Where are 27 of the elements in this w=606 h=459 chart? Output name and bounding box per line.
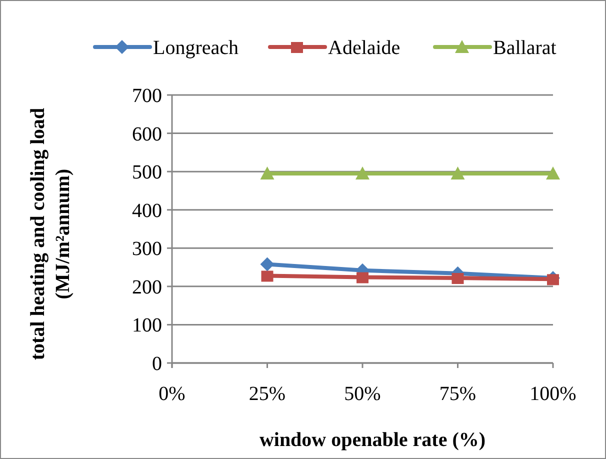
y-tick-label: 600: [132, 123, 162, 146]
y-tick-label: 500: [132, 162, 162, 184]
y-tick-label: 700: [132, 85, 162, 107]
y-tick-label: 400: [132, 200, 162, 222]
point: [546, 166, 560, 180]
y-tick-label: 200: [132, 276, 162, 298]
x-tick-label: 25%: [248, 383, 286, 405]
point: [260, 257, 274, 272]
point: [547, 274, 559, 286]
point: [450, 166, 465, 180]
x-tick-label: 50%: [344, 383, 381, 405]
legend-label: Longreach: [153, 37, 239, 59]
y-tick-label: 100: [132, 314, 162, 337]
legend-label: Adelaide: [328, 37, 400, 59]
point: [356, 166, 370, 180]
legend-label: Ballarat: [493, 37, 557, 59]
y-tick-label: 0: [152, 353, 162, 375]
x-axis-title: window openable rate (%): [259, 429, 486, 451]
point: [261, 270, 274, 282]
point: [452, 273, 464, 284]
x-tick-label: 75%: [439, 383, 476, 405]
point: [260, 166, 274, 180]
x-tick-label: 100%: [530, 383, 576, 405]
y-tick-label: 300: [132, 238, 162, 260]
y-axis-title: total heating and cooling load (MJ/m²annum): [27, 108, 74, 360]
point: [356, 272, 368, 284]
x-tick-label: 0%: [158, 383, 186, 405]
